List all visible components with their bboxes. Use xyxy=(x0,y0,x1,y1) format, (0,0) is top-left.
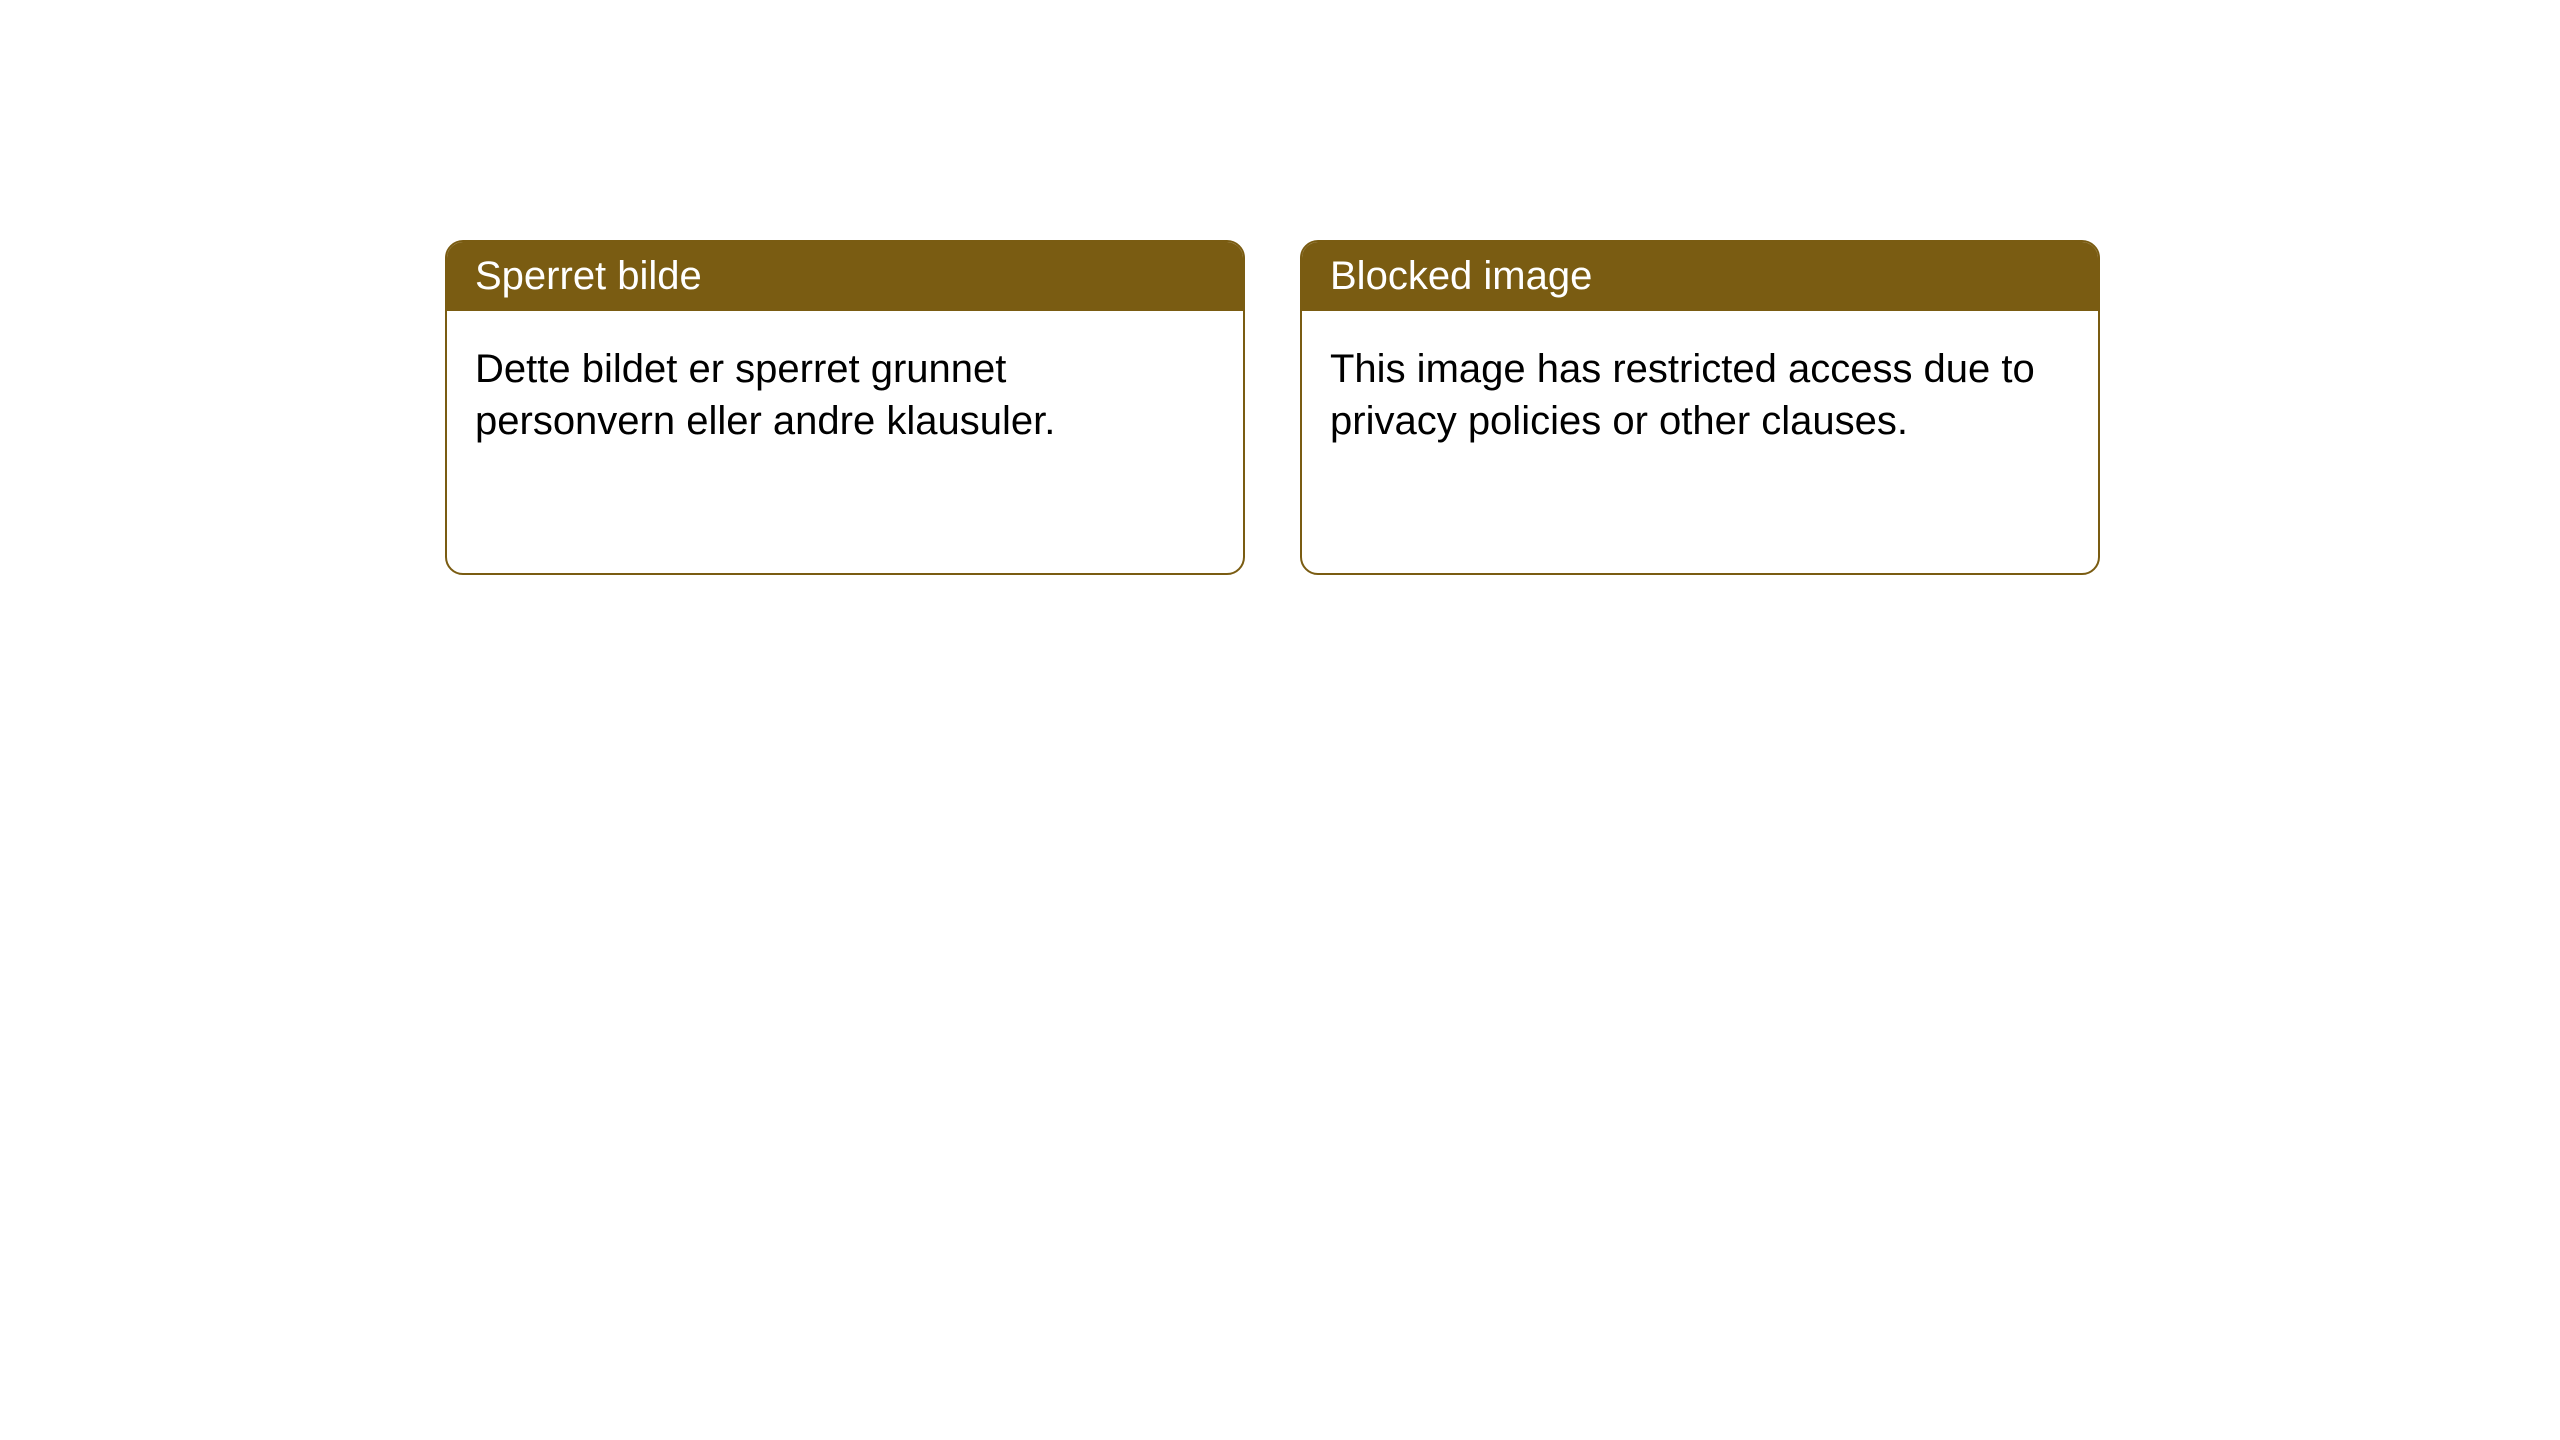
notice-header: Blocked image xyxy=(1302,242,2098,311)
notice-box-norwegian: Sperret bilde Dette bildet er sperret gr… xyxy=(445,240,1245,575)
notice-message: This image has restricted access due to … xyxy=(1330,347,2035,443)
notice-header: Sperret bilde xyxy=(447,242,1243,311)
notice-body: This image has restricted access due to … xyxy=(1302,311,2098,479)
notice-message: Dette bildet er sperret grunnet personve… xyxy=(475,347,1055,443)
notice-container: Sperret bilde Dette bildet er sperret gr… xyxy=(0,0,2560,575)
notice-body: Dette bildet er sperret grunnet personve… xyxy=(447,311,1243,479)
notice-title: Blocked image xyxy=(1330,254,1592,298)
notice-box-english: Blocked image This image has restricted … xyxy=(1300,240,2100,575)
notice-title: Sperret bilde xyxy=(475,254,702,298)
